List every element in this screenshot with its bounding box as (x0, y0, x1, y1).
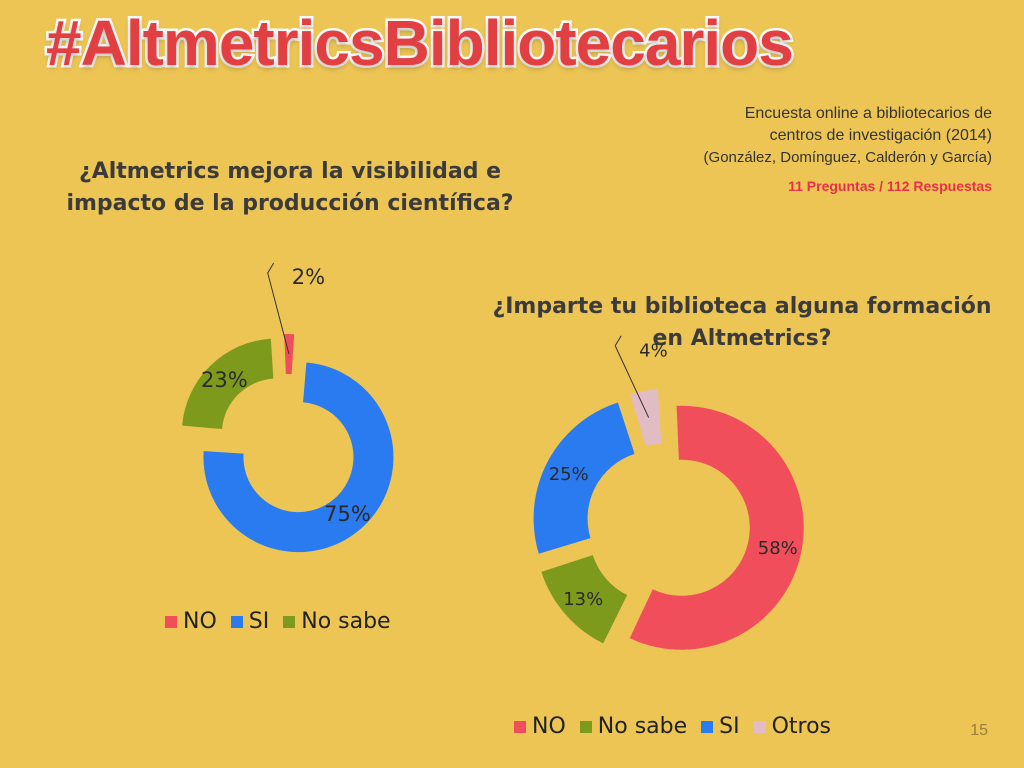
chart-1-legend-item: No sabe (283, 609, 391, 634)
chart-2-legend: NO No sabe SI Otros (514, 714, 845, 739)
chart-1-label-no-sabe: 23% (201, 368, 248, 392)
chart-2-legend-item: No sabe (579, 714, 688, 739)
chart-2-legend-item: NO (514, 714, 566, 739)
chart-2-label-no: 58% (758, 538, 798, 559)
chart-1-legend: NO SI No sabe (165, 609, 405, 634)
chart-1-legend-item: SI (230, 609, 270, 634)
survey-counts: 11 Preguntas / 112 Respuestas (788, 178, 992, 194)
chart-2-legend-swatch (701, 720, 714, 733)
chart-1-legend-item: NO (165, 609, 217, 634)
chart-1-legend-swatch (283, 615, 296, 628)
chart-2-legend-item: Otros (753, 714, 832, 739)
chart-2-slice-no (629, 405, 804, 650)
chart-2-legend-label: SI (719, 714, 740, 739)
chart-2-legend-swatch (753, 720, 766, 733)
chart-2-label-no-sabe: 13% (563, 589, 603, 610)
chart-1-slice-no-sabe (182, 338, 274, 429)
chart-2-slice-si (533, 402, 635, 554)
survey-line-1: Encuesta online a bibliotecarios de (744, 105, 992, 122)
chart-2-legend-item: SI (701, 714, 740, 739)
survey-info: Encuesta online a bibliotecarios de cent… (704, 103, 992, 197)
chart-2-label-otros: 4% (639, 341, 668, 362)
chart-1-label-si: 75% (324, 502, 371, 526)
chart-1-legend-swatch (230, 615, 243, 628)
page-number: 15 (970, 722, 988, 739)
chart-1-leader-line (267, 262, 290, 355)
chart-2-legend-label: NO (532, 714, 566, 739)
chart-2-legend-swatch (514, 720, 526, 733)
survey-authors: (González, Domínguez, Calderón y García) (703, 149, 992, 166)
survey-line-2: centros de investigación (2014) (769, 127, 992, 144)
chart-1-legend-swatch (165, 615, 177, 628)
chart-1-title: ¿Altmetrics mejora la visibilidad e impa… (66, 159, 514, 216)
chart-1-legend-label: SI (248, 609, 270, 634)
chart-2-label-si: 25% (549, 464, 589, 485)
chart-2-legend-label: Otros (771, 714, 832, 739)
chart-1-legend-label: NO (183, 609, 217, 634)
page-title: #AltmetricsBibliotecarios (44, 5, 797, 82)
chart-1-legend-label: No sabe (301, 609, 391, 634)
chart-2-slice-no-sabe (541, 555, 628, 644)
chart-2-leader-line (614, 335, 650, 418)
chart-2-legend-label: No sabe (597, 714, 688, 739)
chart-1-slice-si (203, 362, 394, 553)
chart-1-label-no: 2% (292, 265, 325, 289)
chart-2-title: ¿Imparte tu biblioteca alguna formación … (492, 294, 992, 351)
chart-2-slice-otros (630, 389, 662, 447)
chart-2-legend-swatch (579, 720, 592, 733)
